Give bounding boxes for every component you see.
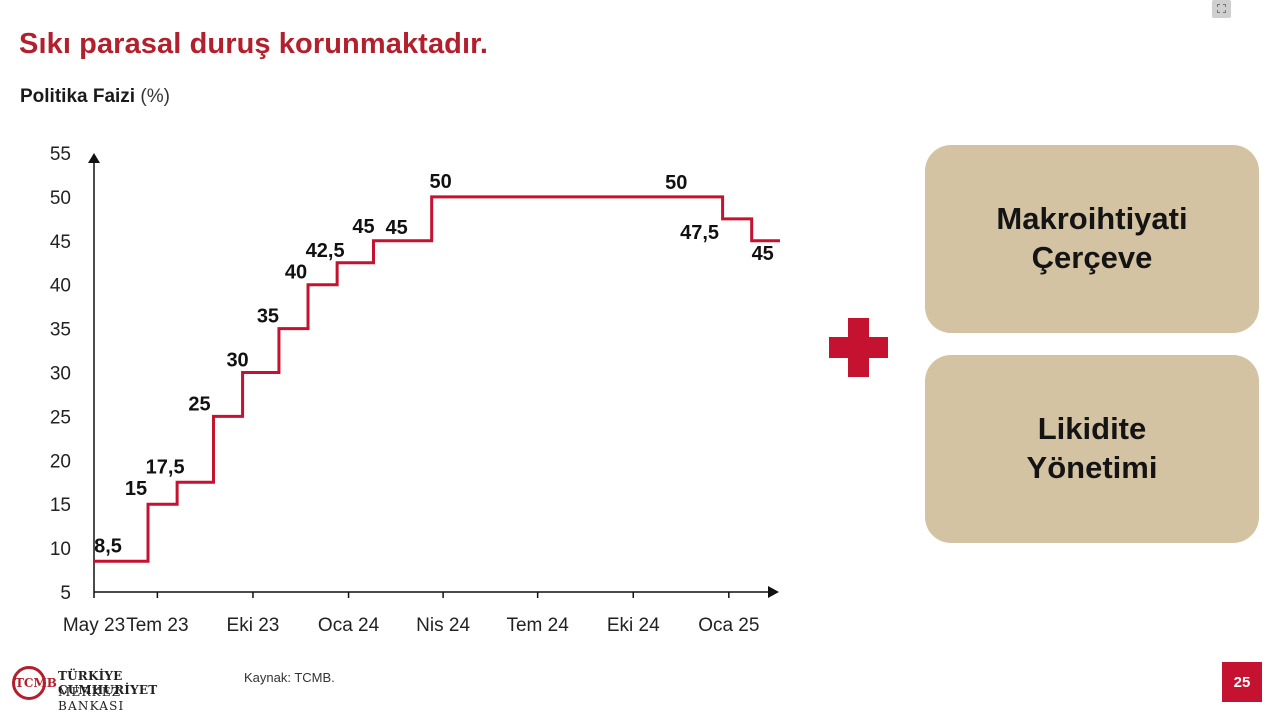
- page-number-badge: 25: [1222, 662, 1262, 702]
- y-tick-label: 35: [50, 320, 71, 341]
- data-label: 15: [125, 478, 147, 500]
- card2-line1: Likidite: [1037, 411, 1147, 447]
- central-bank-logo: TCMB TÜRKİYE CUMHURİYET MERKEZ BANKASI: [12, 664, 192, 713]
- data-label: 50: [430, 171, 452, 193]
- plus-icon: [829, 318, 888, 377]
- data-label: 45: [352, 216, 374, 238]
- y-tick-label: 25: [50, 407, 71, 428]
- y-tick-label: 5: [60, 583, 71, 604]
- x-axis-arrow: [768, 586, 779, 598]
- x-tick-label: Tem 24: [506, 615, 569, 636]
- x-tick-label: Tem 23: [126, 615, 188, 636]
- data-label: 50: [665, 172, 687, 194]
- source-note: Kaynak: TCMB.: [244, 670, 335, 685]
- logo-text-line1: TÜRKİYE CUMHURİYET: [58, 669, 158, 697]
- data-label: 8,5: [94, 535, 122, 557]
- x-tick-label: Eki 23: [227, 615, 280, 636]
- data-label: 45: [385, 217, 407, 239]
- logo-text-line2: MERKEZ BANKASI: [58, 685, 125, 713]
- macroprudential-framework-card: Makroihtiyati Çerçeve: [925, 145, 1259, 333]
- data-label: 35: [257, 306, 279, 328]
- data-label: 25: [188, 393, 210, 415]
- data-label: 40: [285, 262, 307, 284]
- x-tick-label: May 23: [63, 615, 125, 636]
- x-tick-label: Oca 25: [698, 615, 759, 636]
- x-tick-label: Nis 24: [416, 615, 470, 636]
- x-tick-label: Oca 24: [318, 615, 380, 636]
- fullscreen-icon[interactable]: [1212, 0, 1231, 18]
- y-tick-label: 55: [50, 144, 71, 165]
- card1-line2: Çerçeve: [1031, 240, 1153, 275]
- card2-line2: Yönetimi: [1026, 450, 1158, 485]
- x-tick-label: Eki 24: [607, 615, 660, 636]
- chart-subtitle-label: Politika Faizi: [20, 86, 136, 107]
- y-tick-label: 20: [50, 451, 71, 472]
- data-label: 47,5: [680, 222, 719, 244]
- card1-line1: Makroihtiyati: [996, 201, 1188, 237]
- y-tick-label: 15: [50, 495, 71, 516]
- data-label: 45: [752, 243, 774, 265]
- y-tick-label: 10: [50, 539, 71, 560]
- liquidity-management-card: Likidite Yönetimi: [925, 355, 1259, 543]
- data-label: 30: [226, 350, 248, 372]
- logo-mark: TCMB: [12, 666, 57, 700]
- policy-rate-chart: 5 10 15 20 25 30 35 40 45 50 55 May 23 Tem 23 Eki 23 O…: [50, 144, 780, 636]
- y-tick-label: 45: [50, 232, 71, 253]
- y-axis-arrow: [88, 153, 100, 163]
- y-tick-label: 40: [50, 276, 71, 297]
- chart-subtitle: Politika Faizi (%): [20, 86, 170, 108]
- slide-title: Sıkı parasal duruş korunmaktadır.: [19, 28, 489, 60]
- data-label: 17,5: [146, 456, 185, 478]
- y-tick-label: 50: [50, 188, 71, 209]
- chart-subtitle-unit: (%): [140, 86, 170, 107]
- policy-rate-series-line: [94, 195, 780, 563]
- y-tick-label: 30: [50, 364, 71, 385]
- data-label: 42,5: [306, 240, 345, 262]
